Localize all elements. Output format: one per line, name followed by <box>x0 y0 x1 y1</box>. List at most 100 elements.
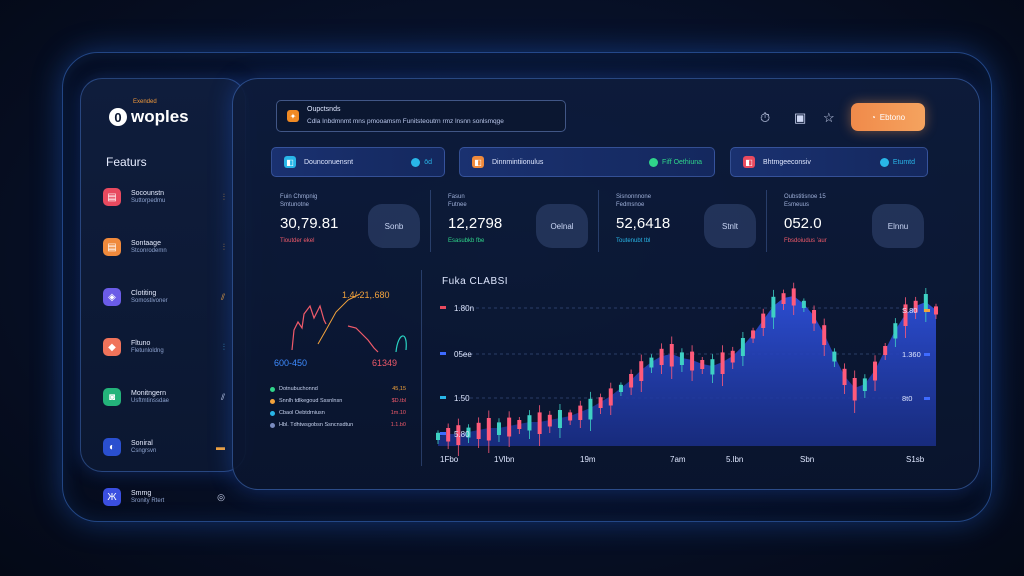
sidebar-item-label: Monitngern <box>131 389 167 397</box>
candle-body <box>476 422 481 439</box>
candlestick <box>852 370 857 413</box>
message-icon[interactable]: ▣ <box>794 110 807 125</box>
tab[interactable]: ◧ Bhtmgeeconsiv Etumtd <box>730 147 928 177</box>
candlestick <box>496 418 501 442</box>
sidebar: Exended 0 woples Featurs ▤ Socounstn Sutto… <box>80 78 246 506</box>
sidebar-item-sub: Somostivoner <box>131 297 168 304</box>
timer-icon[interactable]: ⏱ <box>760 110 771 125</box>
tab[interactable]: ◧ Dounconuensnt ōd <box>271 147 445 177</box>
y-axis-label: 1.50 <box>454 394 470 403</box>
tab-icon: ◧ <box>472 156 484 168</box>
candle-body <box>659 348 664 365</box>
chart-area <box>438 296 936 446</box>
candle-body <box>822 325 827 345</box>
candle-body <box>720 352 725 374</box>
candlestick <box>934 303 938 319</box>
stat-title: Fuin Chmpnig Smtunotne <box>280 194 318 209</box>
sidebar-item-label: Soniral <box>131 439 153 447</box>
candlestick <box>791 282 796 315</box>
sidebar-item-text: Clotiting Somostivoner <box>131 290 168 304</box>
candle-body <box>629 374 634 388</box>
stat-card[interactable]: Fuin Chmpnig Smtunotne 30,79.81 Tioutder e… <box>264 186 424 258</box>
candlestick <box>547 410 552 433</box>
right-axis-marker <box>924 309 930 312</box>
stat-value: 12,2798 <box>448 215 503 232</box>
grid-icon: ◈ <box>103 288 121 306</box>
candle-body <box>852 378 857 401</box>
x-axis-label: 1Fbo <box>440 455 459 464</box>
candle-body <box>537 412 542 434</box>
candle-body <box>781 293 786 304</box>
candle-body <box>771 296 776 318</box>
primary-action-button[interactable]: ◔ Ebtono <box>851 103 925 131</box>
sidebar-item[interactable]: ◙ Monitngern Usftmtinssdae ⫽ <box>103 385 233 409</box>
sidebar-item-text: Smmg Sronity Rtert <box>131 490 164 504</box>
tab[interactable]: ◧ Dinnmintiionulus Fiff Oethiuna <box>459 147 715 177</box>
legend-dot <box>270 410 275 416</box>
sidebar-item[interactable]: ◈ Clotiting Somostivoner ⫽ <box>103 285 233 309</box>
notice-banner[interactable]: ✦ Oupctsnds Cdla Inbdmnmt mns pmooamsm F… <box>276 100 566 132</box>
stat-change: Fbsdoiudus ’aur <box>784 238 827 244</box>
sidebar-item-text: Socounstn Suttorpedmu <box>131 190 165 204</box>
sidebar-item-label: Smmg <box>131 489 152 497</box>
sidebar-item[interactable]: Ж Smmg Sronity Rtert ◎ <box>103 485 233 509</box>
wallet-icon: ◙ <box>103 388 121 406</box>
mini-trend-orange-line <box>317 293 361 345</box>
candle-body <box>812 310 817 324</box>
legend-label: Cbaol Oebtdrniusn <box>279 410 325 416</box>
y-axis-label: 1.80n <box>454 304 474 313</box>
candlestick <box>527 410 532 439</box>
stat-sparkline-thumbnail: Elnnu <box>872 204 924 248</box>
stat-card[interactable]: Fasun Futnee 12,2798 Esasubkb fbe Oelnal <box>432 186 592 258</box>
sidebar-item-sub: Fletunloldng <box>131 347 164 354</box>
candlestick <box>588 391 593 431</box>
brand-mark-icon: 0 <box>109 108 127 126</box>
legend-item: Dotnubuchonnd 45,15 <box>270 384 416 394</box>
star-icon[interactable]: ☆ <box>823 110 835 125</box>
candlestick <box>476 417 481 448</box>
tab-status-label: ōd <box>424 158 432 166</box>
candlestick <box>486 410 491 453</box>
stat-divider <box>766 190 767 252</box>
candle-body <box>883 346 888 355</box>
sidebar-item[interactable]: ◐ Soniral Csngrsvn ▬ <box>103 435 233 459</box>
stat-change: Tioutder ekel <box>280 238 315 244</box>
candlestick <box>832 348 837 367</box>
candlestick <box>913 296 918 319</box>
right-axis-label: 8t0 <box>902 394 912 403</box>
tab-status-label: Fiff Oethiuna <box>662 158 702 166</box>
legend-item: Snnlh tdlkegoud Sssnlnsn $D.tbl <box>270 396 416 406</box>
candlestick <box>873 355 878 391</box>
stat-card[interactable]: Oubstitisnoe 15 Esmeuus 052.0 Fbsdoiudus ’… <box>768 186 928 258</box>
sidebar-item[interactable]: ▤ Socounstn Suttorpedmu ⫶ <box>103 185 233 209</box>
legend-value: 45,15 <box>392 386 406 392</box>
brand-logo[interactable]: Exended 0 woples <box>109 99 189 127</box>
sidebar-item[interactable]: ◆ Fltuno Fletunloldng ⫶ <box>103 335 233 359</box>
sidebar-item-text: Monitngern Usftmtinssdae <box>131 390 169 404</box>
sidebar-item[interactable]: ▤ Sontaage Stconrodemn ⫶ <box>103 235 233 259</box>
candle-body <box>618 384 623 392</box>
chat-icon: ▤ <box>103 238 121 256</box>
candlestick <box>893 318 898 347</box>
candle-body <box>801 300 806 308</box>
candle-body <box>842 368 847 385</box>
main-chart: 1.80n 05ee 1.50 5.80 S.80 1.360 8t0 1Fbo 1Vlbn 19… <box>436 282 938 464</box>
x-axis-label: S1sb <box>906 455 925 464</box>
sidebar-item-sub: Csngrsvn <box>131 447 157 454</box>
candle-body <box>639 361 644 381</box>
bolt-icon: ◔ <box>870 112 876 122</box>
lock-icon: ◆ <box>103 338 121 356</box>
sidebar-item-label: Clotiting <box>131 289 157 297</box>
candlestick <box>923 288 928 322</box>
candlestick <box>669 336 674 379</box>
stat-card[interactable]: Sisnonnnone Fedmsnoe 52,6418 Toutenubt tbl… <box>600 186 760 258</box>
mini-trend-right-line <box>347 325 379 353</box>
candlestick <box>517 417 522 434</box>
legend-dot <box>270 398 275 404</box>
candle-body <box>700 360 705 369</box>
tab-label: Dinnmintiionulus <box>492 158 544 166</box>
notice-icon: ✦ <box>287 110 299 122</box>
candlestick <box>618 382 623 396</box>
candle-body <box>710 359 715 375</box>
candle-body <box>903 304 908 326</box>
